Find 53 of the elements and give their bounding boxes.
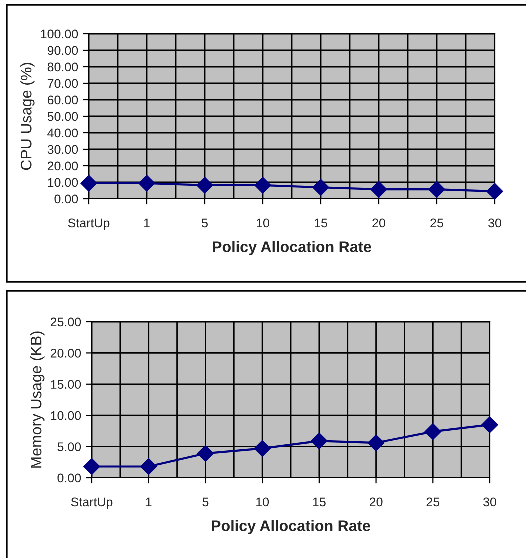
x-tick-label: 10 xyxy=(257,218,270,228)
y-axis-title: Memory Usage (KB) xyxy=(30,332,45,468)
point xyxy=(254,440,271,458)
x-axis-title: Policy Allocation Rate xyxy=(213,241,372,256)
y-tick-label: 0.00 xyxy=(58,474,82,483)
point xyxy=(140,458,158,476)
point xyxy=(368,434,385,452)
y-tick-label: 20.00 xyxy=(48,162,78,171)
point xyxy=(197,445,214,462)
point xyxy=(311,432,328,450)
x-tick-label: 5 xyxy=(202,218,208,228)
point xyxy=(138,175,156,192)
point xyxy=(428,181,446,198)
x-tick-label: 15 xyxy=(315,218,328,228)
point xyxy=(80,175,98,192)
point xyxy=(486,183,504,200)
y-tick-label: 20.00 xyxy=(50,349,82,358)
point xyxy=(254,177,272,194)
x-tick-label: StartUp xyxy=(68,218,110,230)
y-tick-label: 0.00 xyxy=(54,194,78,204)
x-tick-label: 25 xyxy=(430,218,444,228)
point xyxy=(482,416,498,434)
x-tick-label: 30 xyxy=(488,218,502,228)
y-tick-label: 70.00 xyxy=(48,79,78,88)
y-tick-label: 10.00 xyxy=(51,411,82,420)
x-axis-title: Policy Allocation Rate xyxy=(212,520,370,534)
x-tick-label: 10 xyxy=(256,498,270,507)
y-axis-title: CPU Usage (%) xyxy=(20,63,35,170)
y-tick-label: 90.00 xyxy=(48,46,78,56)
x-tick-label: 20 xyxy=(370,498,383,507)
y-tick-label: 15.00 xyxy=(51,380,82,390)
point xyxy=(84,458,100,476)
y-tick-label: 100.00 xyxy=(41,30,78,39)
y-tick-label: 80.00 xyxy=(48,62,78,72)
point xyxy=(424,423,442,440)
x-tick-label: 30 xyxy=(484,498,496,507)
x-tick-label: 1 xyxy=(146,498,152,507)
point xyxy=(312,179,330,196)
y-tick-label: 25.00 xyxy=(50,318,82,327)
y-tick-label: 50.00 xyxy=(48,112,78,122)
x-tick-label: 5 xyxy=(202,498,209,507)
x-tick-label: StartUp xyxy=(71,498,113,510)
x-tick-label: 1 xyxy=(144,218,150,228)
y-tick-label: 30.00 xyxy=(48,145,78,154)
x-tick-label: 15 xyxy=(313,498,326,507)
point xyxy=(370,181,388,198)
x-tick-label: 20 xyxy=(372,218,386,228)
y-tick-label: 5.00 xyxy=(58,442,82,452)
y-tick-label: 40.00 xyxy=(48,128,78,138)
y-tick-label: 10.00 xyxy=(48,178,78,188)
point xyxy=(196,177,214,194)
y-tick-label: 60.00 xyxy=(48,96,78,105)
x-tick-label: 25 xyxy=(426,498,440,507)
